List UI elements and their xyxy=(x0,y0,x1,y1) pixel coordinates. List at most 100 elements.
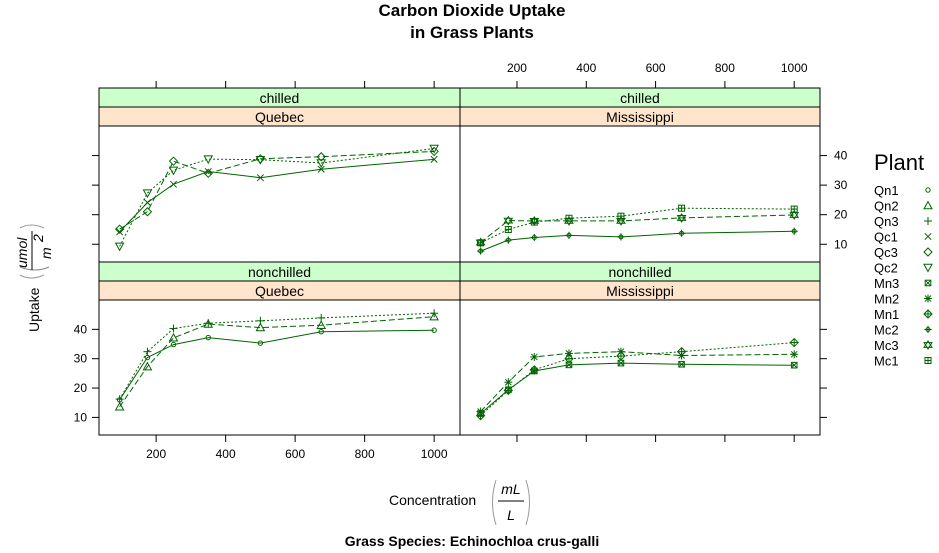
y-unit-exponent: 2 xyxy=(30,234,46,243)
x-unit-denominator: L xyxy=(507,507,515,523)
panel-nonchilled-mississippi: nonchilled Mississippi xyxy=(459,261,821,436)
data-point-mc1 xyxy=(678,204,686,212)
panel-chilled-mississippi: chilled Mississippi xyxy=(459,87,821,263)
data-point-qn3 xyxy=(204,319,213,328)
panel-frame xyxy=(98,125,461,263)
data-point-qc2 xyxy=(255,156,266,165)
data-point-mc2 xyxy=(790,227,798,235)
data-point-qc2-shape xyxy=(168,166,179,176)
data-point-qc3-shape xyxy=(168,156,179,166)
data-point-mn1 xyxy=(503,385,514,396)
data-point-qn1-shape xyxy=(318,328,324,335)
data-point-qc3-shape xyxy=(429,146,439,157)
x-tick-label-bottom: 800 xyxy=(355,447,375,461)
chart-title-line1: Carbon Dioxide Uptake xyxy=(378,1,565,20)
legend-symbol-qc2 xyxy=(923,263,933,273)
data-point-qc3 xyxy=(168,156,179,166)
data-point-mc1 xyxy=(617,212,625,220)
x-unit-paren-left xyxy=(492,479,497,526)
data-point-qn1-shape xyxy=(257,340,264,346)
panels-layer: nonchilledQuebecnonchilledMississippichi… xyxy=(98,87,821,436)
y-tick-label-right: 30 xyxy=(834,178,848,192)
data-point-mc2 xyxy=(476,247,485,255)
data-point-mn2-stroke xyxy=(530,353,538,361)
y-tick-label-left: 40 xyxy=(74,322,88,336)
data-point-mc2 xyxy=(617,233,625,241)
strip-treatment-label: chilled xyxy=(260,90,300,106)
data-point-qn3 xyxy=(143,347,152,356)
legend-symbol-mc3-shape2 xyxy=(923,342,933,350)
legend-symbol-mc3 xyxy=(923,340,933,350)
y-tick-label-left: 20 xyxy=(74,381,88,395)
data-point-qn2 xyxy=(114,401,125,411)
x-axis-label-text: Concentration xyxy=(389,492,476,508)
data-point-mn1 xyxy=(616,351,626,361)
x-unit-paren-right xyxy=(525,479,530,526)
data-point-qc3-shape xyxy=(142,207,153,217)
data-point-qn2 xyxy=(168,332,179,342)
y-tick-label-left: 30 xyxy=(74,352,88,366)
y-axis-label-text: Uptake xyxy=(26,287,42,332)
data-point-qn3 xyxy=(115,395,124,404)
chart-subtitle: Grass Species: Echinochloa crus-galli xyxy=(345,533,599,549)
data-point-qn2-shape xyxy=(168,332,179,342)
data-point-mc2 xyxy=(677,229,686,237)
legend-symbol-mc3-shape xyxy=(923,340,933,348)
data-point-qc2 xyxy=(142,189,153,199)
data-point-mn1 xyxy=(475,410,486,421)
data-point-mc1 xyxy=(504,225,512,233)
data-point-qc1-stroke xyxy=(317,165,325,173)
legend-label-qn3: Qn3 xyxy=(874,214,899,229)
data-point-mn3-stroke xyxy=(617,359,625,367)
legend-label-mc2: Mc2 xyxy=(874,323,899,338)
data-point-mn2 xyxy=(790,350,799,359)
data-point-qc1 xyxy=(169,180,178,188)
data-point-mn3 xyxy=(678,360,685,368)
data-point-qc2 xyxy=(316,159,327,168)
legend-symbol-qc1 xyxy=(924,232,932,241)
data-point-qc3 xyxy=(316,152,326,162)
legend-title: Plant xyxy=(874,150,924,175)
data-point-qn2 xyxy=(429,311,439,321)
data-point-qc2-shape xyxy=(203,155,214,165)
data-point-mc3-shape xyxy=(676,213,687,221)
data-point-qn2 xyxy=(255,322,266,332)
legend-symbol-mn3 xyxy=(924,279,932,287)
data-point-mc2 xyxy=(565,231,573,239)
data-point-qc1-stroke xyxy=(169,180,178,188)
data-point-mc3-shape2 xyxy=(503,217,514,226)
data-point-mc1 xyxy=(790,205,798,213)
data-point-qc1 xyxy=(204,167,212,176)
data-point-mn3-stroke xyxy=(565,361,573,369)
series-line-qc3 xyxy=(119,150,435,230)
y-axis-unit: umol m 2 xyxy=(14,224,54,279)
x-tick-label-bottom: 400 xyxy=(216,447,236,461)
legend-symbol-qn2-shape xyxy=(923,200,933,210)
data-point-mc3-shape xyxy=(503,215,514,224)
data-point-qc3-shape xyxy=(114,224,125,234)
data-point-mc1 xyxy=(565,214,573,222)
data-point-mn1 xyxy=(564,353,574,364)
data-point-qn1-shape xyxy=(431,327,437,333)
data-point-qn3 xyxy=(430,309,439,318)
data-point-qc1-stroke xyxy=(430,155,438,163)
data-point-qc2 xyxy=(168,166,179,176)
data-point-mc3 xyxy=(676,213,687,223)
chart-title-line2: in Grass Plants xyxy=(410,23,534,42)
legend-symbol-qn2 xyxy=(923,200,933,210)
data-point-qc1 xyxy=(430,155,438,163)
x-tick-label-top: 800 xyxy=(715,61,735,75)
data-point-qc1 xyxy=(256,174,264,182)
data-point-qn2 xyxy=(142,361,153,371)
data-point-qn3 xyxy=(169,324,178,333)
legend-label-mn1: Mn1 xyxy=(874,307,899,322)
data-point-mc1 xyxy=(477,239,485,247)
data-point-mc2 xyxy=(530,233,538,242)
data-point-mc3-shape2 xyxy=(789,212,800,220)
data-point-qc3-shape xyxy=(316,152,326,162)
y-unit-paren-bottom xyxy=(19,274,45,279)
data-point-qc3-shape xyxy=(203,168,213,179)
strip-treatment-label: nonchilled xyxy=(248,264,311,280)
data-point-qc1-stroke xyxy=(116,228,124,236)
legend-label-qc3: Qc3 xyxy=(874,245,898,260)
